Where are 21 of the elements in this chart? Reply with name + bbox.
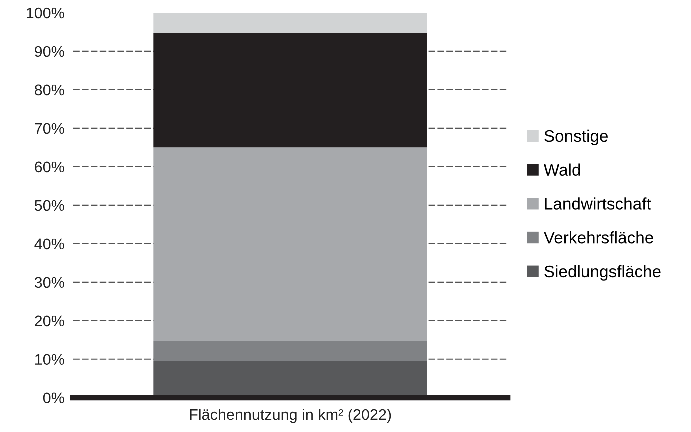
y-tick-label: 50% — [34, 200, 64, 212]
legend-label: Verkehrsfläche — [544, 232, 654, 244]
y-tick-label: 80% — [35, 84, 64, 96]
y-tick-label: 60% — [35, 162, 64, 173]
bar — [154, 148, 428, 342]
bar — [154, 12, 428, 34]
y-tick-label: 40% — [34, 238, 64, 250]
legend-label: Siedlungsfläche — [544, 265, 661, 281]
bar — [154, 341, 428, 362]
y-tick-label: 0% — [43, 392, 64, 404]
y-tick-label: 30% — [34, 277, 64, 288]
legend-label: Sonstige — [544, 130, 608, 146]
y-tick-label: 10% — [36, 354, 64, 366]
legend-label: Landwirtschaft — [545, 198, 652, 210]
y-tick-label: 100% — [27, 8, 64, 19]
x-tick-label: Flächennutzung in km² (2022) — [190, 408, 392, 424]
y-tick-label: 20% — [35, 316, 64, 327]
legend-label: Wald — [544, 164, 580, 176]
y-tick-label: 90% — [35, 46, 64, 58]
y-tick-label: 70% — [35, 123, 64, 134]
bar — [154, 33, 428, 148]
